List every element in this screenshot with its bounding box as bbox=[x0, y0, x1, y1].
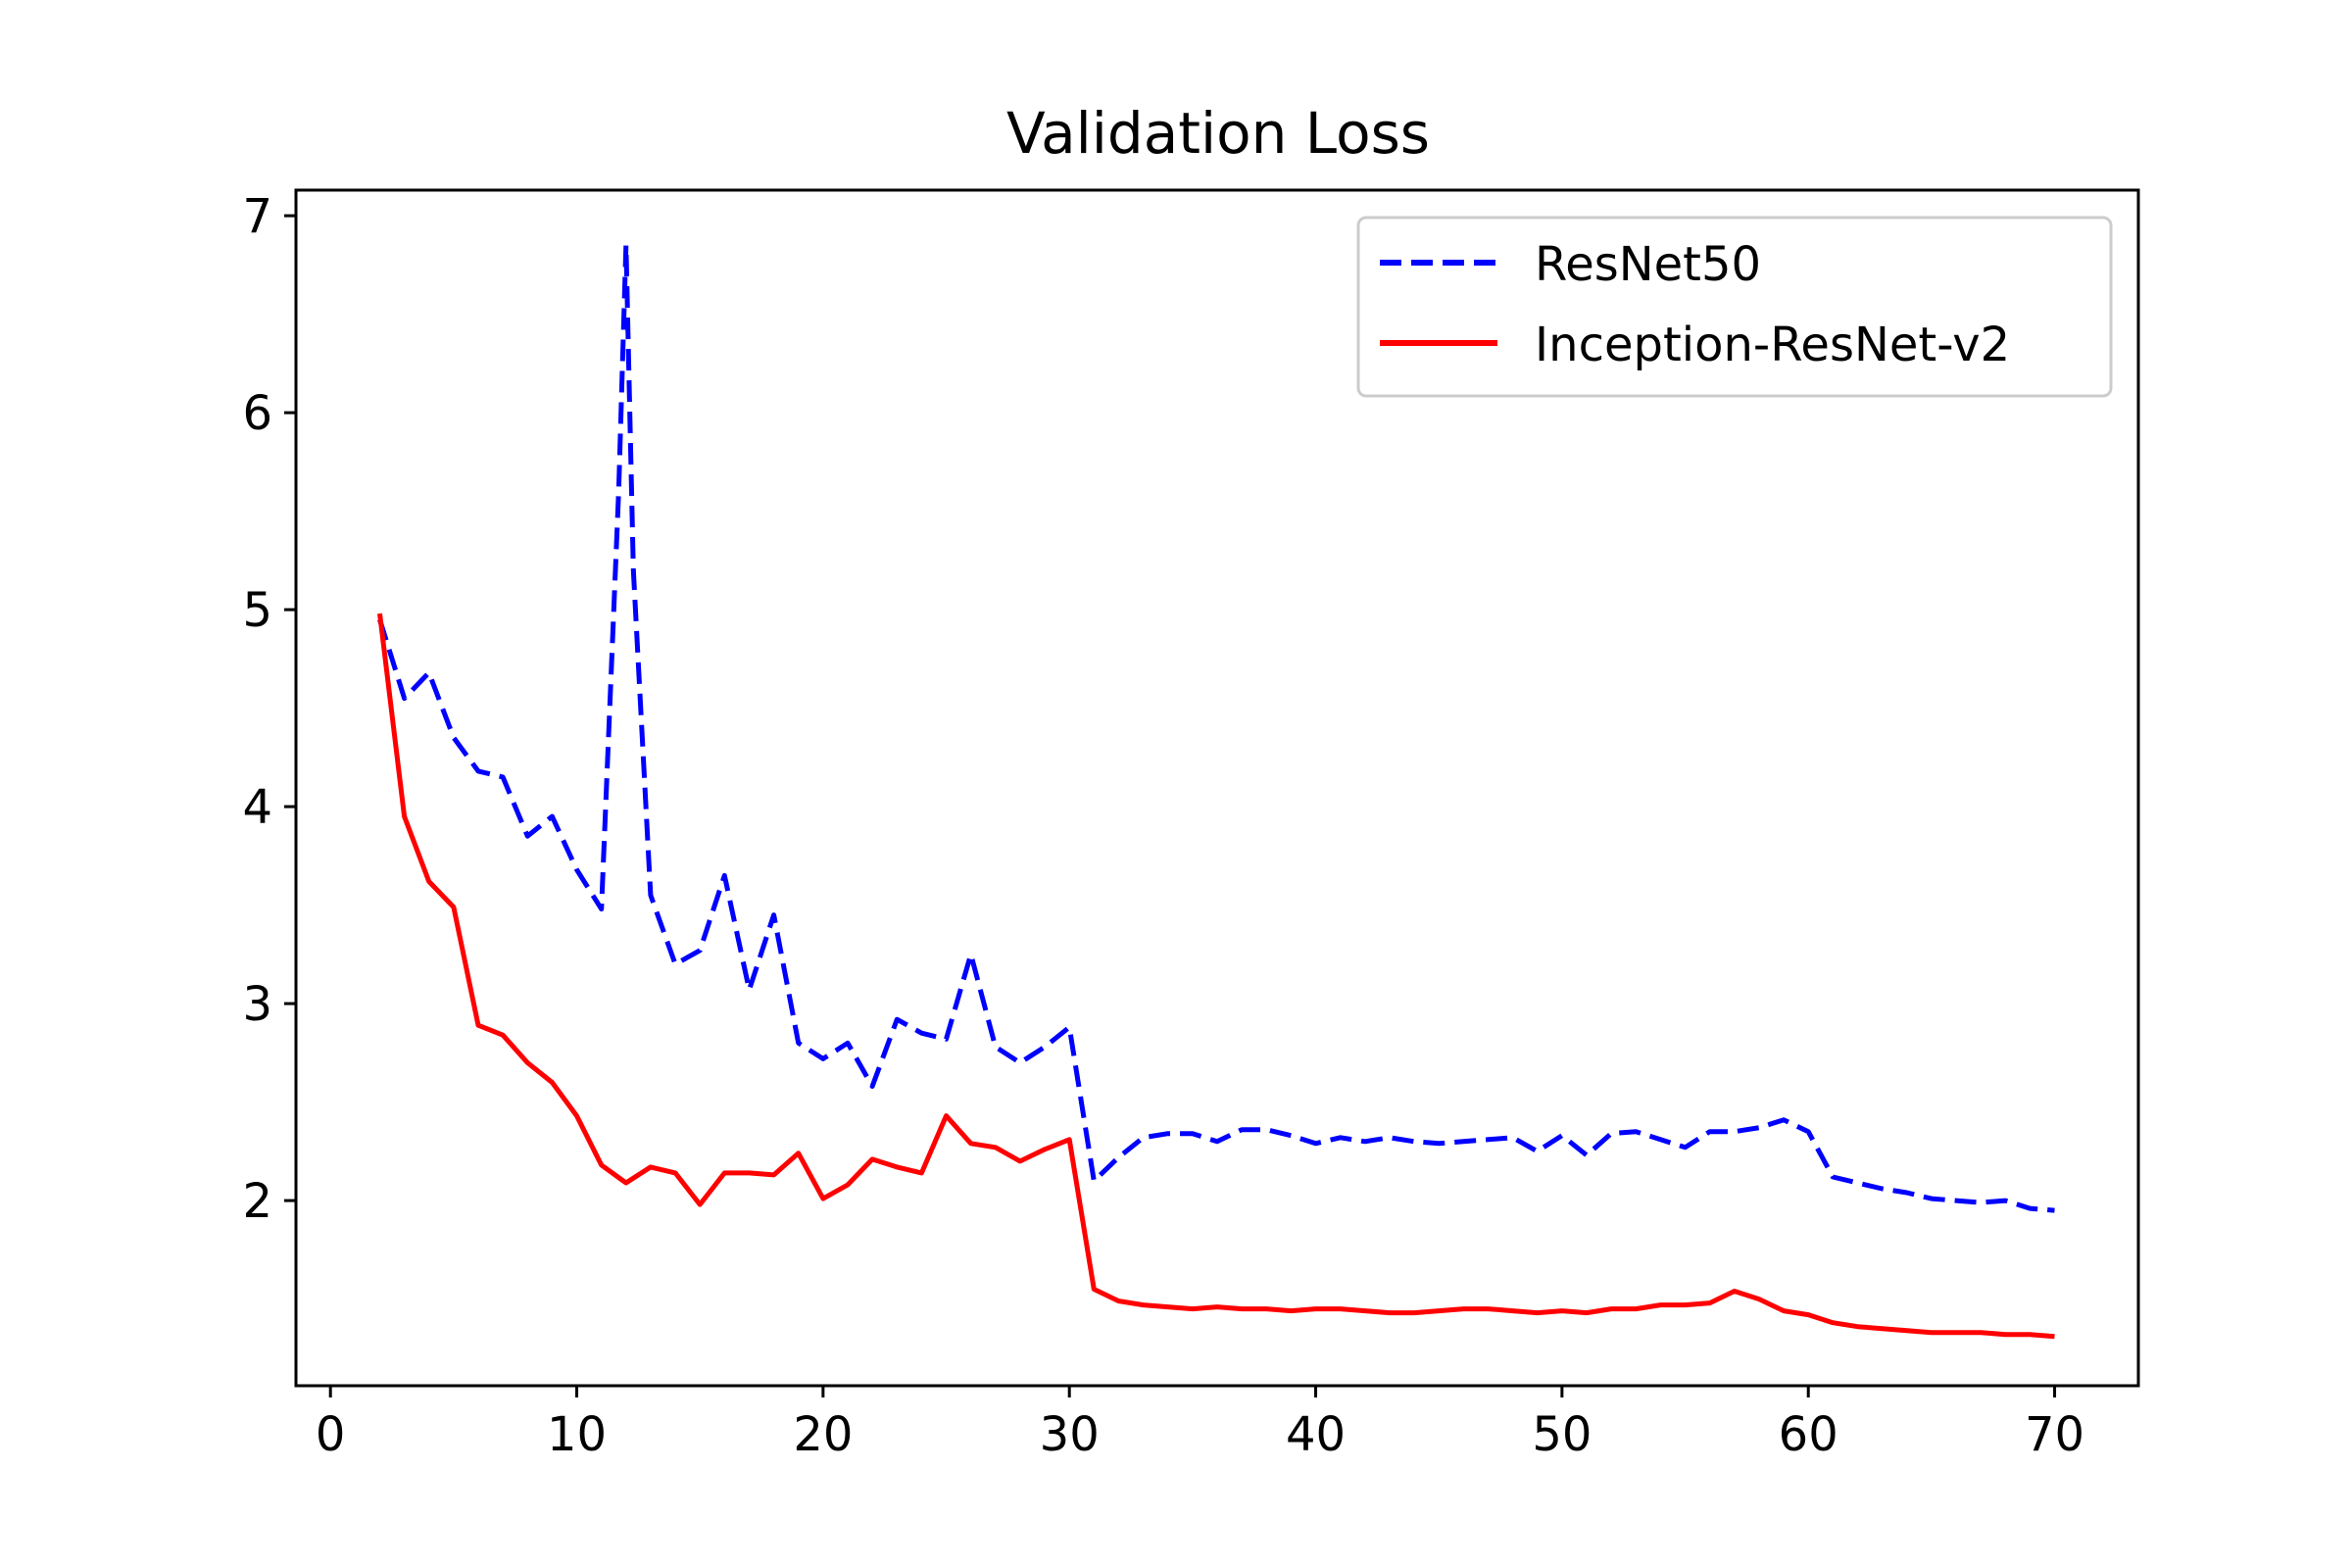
x-tick-label: 60 bbox=[1779, 1407, 1838, 1462]
y-tick-label: 2 bbox=[242, 1174, 272, 1229]
series-line-inception-resnet-v2 bbox=[377, 612, 2055, 1340]
x-tick-label: 0 bbox=[316, 1407, 346, 1462]
plot-area-frame bbox=[294, 188, 2140, 1388]
y-tick-label: 3 bbox=[242, 977, 272, 1032]
x-tick-label: 50 bbox=[1532, 1407, 1592, 1462]
y-tick-label: 7 bbox=[242, 189, 272, 244]
x-tick-label: 20 bbox=[793, 1407, 853, 1462]
chart-title: Validation Loss bbox=[1006, 100, 1430, 167]
legend-label-resnet50: ResNet50 bbox=[1535, 237, 1761, 292]
x-tick-label: 70 bbox=[2025, 1407, 2084, 1462]
x-tick-label: 30 bbox=[1040, 1407, 1100, 1462]
y-axis: 2 3 4 5 6 7 bbox=[242, 189, 296, 1229]
y-tick-label: 5 bbox=[242, 583, 272, 638]
legend: ResNet50 Inception-ResNet-v2 bbox=[1356, 216, 2113, 398]
series-line-resnet50 bbox=[377, 242, 2055, 1213]
x-axis: 0 10 20 30 40 50 60 70 bbox=[316, 1386, 2084, 1462]
legend-frame bbox=[1356, 216, 2113, 398]
x-tick-label: 40 bbox=[1286, 1407, 1346, 1462]
x-tick-label: 10 bbox=[547, 1407, 607, 1462]
y-tick-label: 6 bbox=[242, 386, 272, 441]
y-tick-label: 4 bbox=[242, 780, 272, 835]
series-layer bbox=[377, 242, 2055, 1340]
legend-label-inception-resnet-v2: Inception-ResNet-v2 bbox=[1535, 318, 2010, 372]
